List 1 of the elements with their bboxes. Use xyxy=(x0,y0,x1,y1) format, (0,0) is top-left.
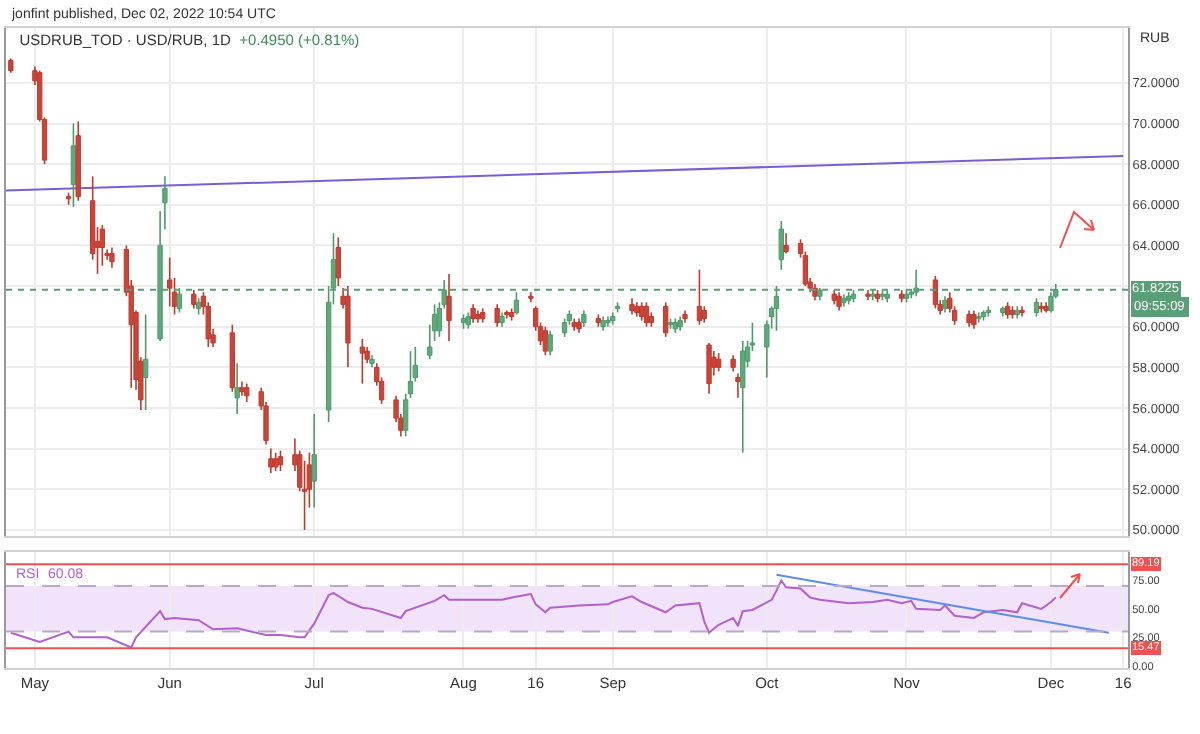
line-series xyxy=(9,579,1057,649)
